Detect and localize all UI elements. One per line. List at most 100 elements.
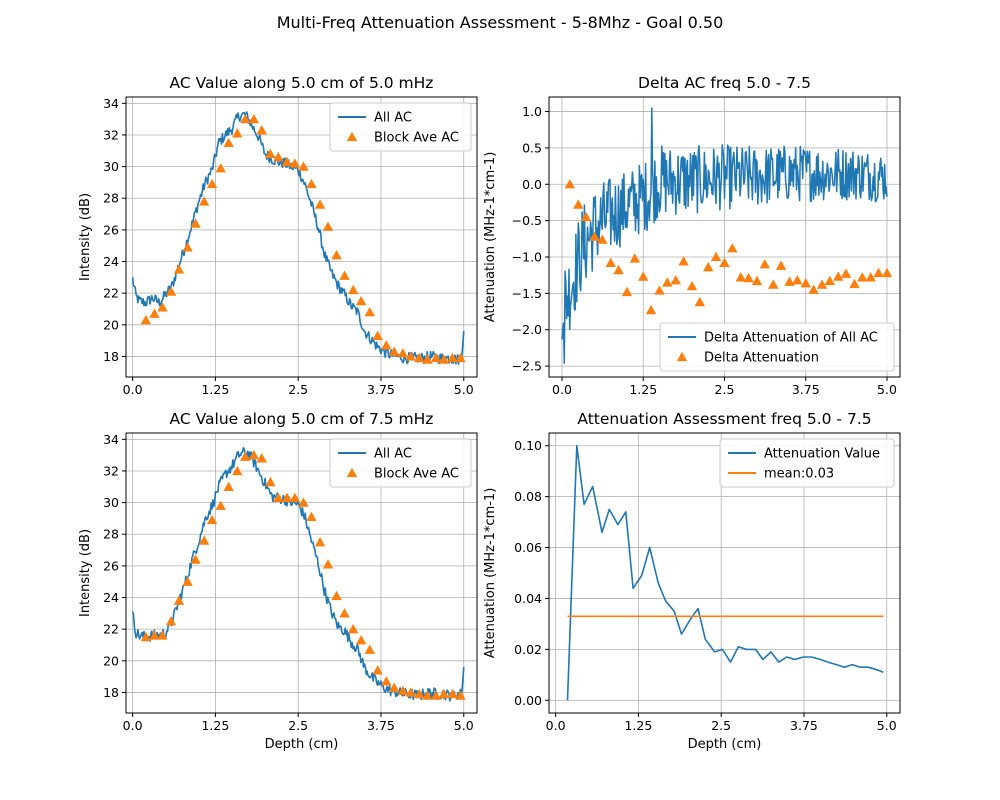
marker-point [405, 351, 416, 361]
x-tick-label: 1.25 [624, 718, 652, 733]
series-layer [561, 107, 893, 364]
chart-delta: 0.0 1.25 2.5 3.75 5.0 −2.5 −2.0 −1.5 −1.0 −0.5 0.0… [483, 74, 901, 397]
y-tick-label: 32 [103, 463, 119, 478]
legend-marker [346, 467, 358, 478]
x-tick-label: 0.0 [546, 718, 566, 733]
x-tick-label: 3.75 [790, 718, 818, 733]
marker-point [381, 676, 392, 686]
marker-point [372, 665, 383, 675]
marker-point [281, 492, 293, 503]
y-axis-label: Intensity (dB) [78, 193, 93, 281]
marker-point [273, 492, 284, 503]
marker-point [638, 271, 649, 281]
marker-point [223, 137, 234, 148]
series-layer [566, 444, 884, 701]
marker-point [256, 453, 267, 463]
marker-point [662, 277, 673, 287]
marker-point [840, 268, 852, 278]
legend-label: All AC [374, 447, 412, 462]
marker-point [605, 257, 616, 267]
y-tick-label: 22 [103, 286, 119, 301]
marker-point [339, 270, 350, 280]
marker-point [140, 314, 152, 325]
marker-point [355, 635, 367, 645]
marker-point [414, 688, 425, 699]
legend-label: All AC [374, 111, 412, 126]
y-tick-label: 34 [103, 432, 119, 447]
x-tick-label: 5.0 [877, 718, 897, 733]
marker-point [670, 275, 681, 285]
x-tick-label: 0.0 [123, 718, 143, 733]
marker-point [322, 221, 334, 231]
y-axis-label: Attenuation (MHz-1*cm-1) [483, 152, 498, 323]
y-tick-label: 0.08 [514, 489, 542, 504]
marker-point [248, 113, 260, 124]
y-tick-label: 24 [103, 254, 119, 269]
marker-point [339, 608, 350, 618]
y-tick-label: 28 [103, 527, 119, 542]
chart-title: Delta AC freq 5.0 - 7.5 [638, 74, 811, 92]
x-tick-label: 3.75 [792, 382, 820, 397]
marker-point [232, 128, 243, 138]
y-tick-label: 0.02 [514, 642, 542, 657]
legend-label: mean:0.03 [764, 467, 834, 482]
marker-point [775, 260, 787, 270]
x-tick-label: 1.25 [201, 382, 229, 397]
x-tick-label: 3.75 [367, 382, 395, 397]
y-tick-label: 0.00 [514, 693, 542, 708]
legend-label: Block Ave AC [374, 131, 459, 146]
marker-point [792, 275, 803, 285]
legend-box [329, 438, 472, 488]
marker-point [430, 352, 442, 363]
marker-point [306, 178, 317, 189]
marker-point [331, 249, 342, 260]
marker-point [573, 199, 584, 209]
marker-point [857, 272, 868, 282]
marker-point [654, 285, 665, 295]
marker-point [157, 630, 168, 640]
marker-point [784, 276, 795, 286]
legend-label: Delta Attenuation [704, 351, 819, 366]
x-tick-label: 2.5 [288, 382, 308, 397]
marker-point [165, 286, 177, 296]
y-tick-label: 20 [103, 317, 119, 332]
axes-frame [125, 432, 478, 714]
marker-point [727, 243, 738, 253]
legend: Attenuation Value mean:0.03 [719, 438, 895, 488]
y-tick-label: 34 [103, 96, 119, 111]
figure-title: Multi-Freq Attenuation Assessment - 5-8M… [276, 13, 724, 32]
y-tick-label: 30 [103, 159, 119, 174]
marker-point [198, 196, 210, 206]
marker-point [589, 231, 600, 241]
legend-marker [346, 131, 358, 142]
chart-title: AC Value along 5.0 cm of 7.5 mHz [170, 410, 434, 428]
y-tick-label: 26 [103, 222, 119, 237]
marker-point [613, 264, 624, 275]
marker-point [621, 286, 633, 297]
legend-marker [676, 351, 688, 362]
x-axis-label: Depth (cm) [265, 737, 339, 752]
y-tick-label: −1.0 [512, 250, 542, 265]
marker-point [397, 348, 409, 358]
marker-point [719, 257, 730, 267]
marker-point [215, 162, 226, 173]
y-tick-label: 24 [103, 590, 119, 605]
y-axis-label: Intensity (dB) [78, 529, 93, 617]
marker-point [165, 616, 177, 626]
marker-point [364, 644, 375, 654]
series-line-0 [566, 444, 884, 701]
marker-point [447, 688, 458, 699]
marker-point [686, 280, 698, 291]
y-tick-label: 18 [103, 349, 119, 364]
marker-point [389, 346, 400, 356]
y-tick-label: 20 [103, 653, 119, 668]
marker-point [597, 234, 608, 244]
marker-point [347, 284, 359, 295]
marker-point [389, 682, 400, 692]
marker-point [768, 279, 779, 289]
legend-box [329, 102, 472, 152]
marker-point [289, 492, 301, 503]
marker-point [447, 352, 458, 363]
marker-point [265, 148, 276, 159]
y-tick-label: 32 [103, 127, 119, 142]
